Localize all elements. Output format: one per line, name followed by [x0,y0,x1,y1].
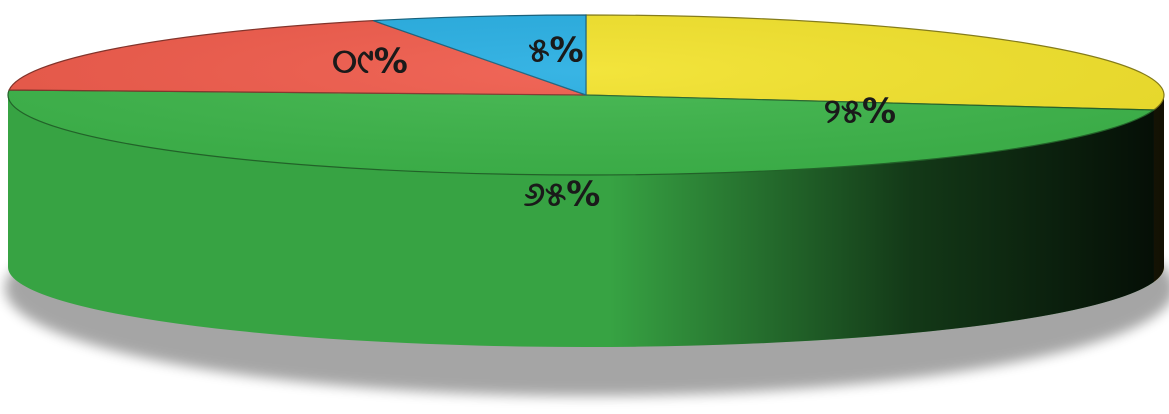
pie-slice-label-2: ୬୫% [524,175,601,215]
pie-top-shading [8,15,1164,175]
pie-side-shading [8,95,1164,347]
pie-slice-label-4: ୫% [528,31,583,71]
pie-slice-label-1: ୨୫% [824,92,896,132]
pie-slice-label-3: ୦୯% [332,42,408,82]
pie-labels: ୨୫% ୬୫% ୦୯% ୫% [332,31,896,215]
